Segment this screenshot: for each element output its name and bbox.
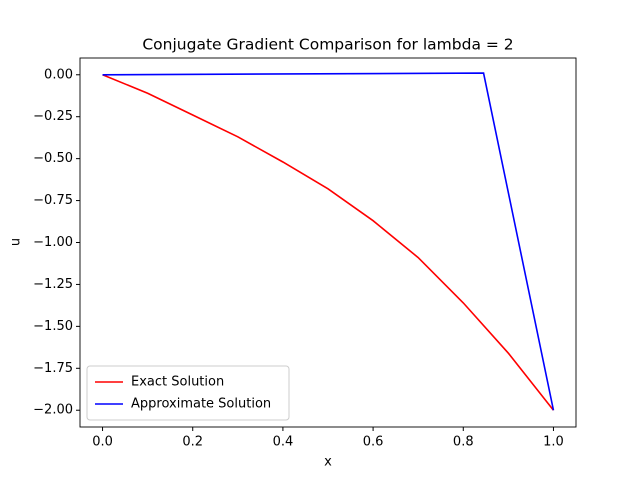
- legend-box: [86, 365, 290, 421]
- x-tick-label: 0.2: [182, 435, 203, 450]
- plot-frame: [79, 57, 577, 428]
- y-tick-label: −0.50: [33, 151, 73, 166]
- chart-title: Conjugate Gradient Comparison for lambda…: [142, 36, 513, 54]
- y-tick-label: −0.25: [33, 109, 73, 124]
- line-series: [102, 74, 555, 411]
- x-tick-label: 0.8: [453, 435, 474, 450]
- x-tick-label: 0.0: [92, 435, 113, 450]
- y-tick-label: −1.00: [33, 235, 73, 250]
- x-axis-label: x: [324, 455, 332, 470]
- y-tick-label: −2.00: [33, 403, 73, 418]
- x-tick-label: 1.0: [543, 435, 564, 450]
- y-tick-label: 0.00: [44, 67, 73, 82]
- y-tick-label: −1.50: [33, 319, 73, 334]
- y-axis-label: u: [9, 238, 24, 246]
- legend-label: Exact Solution: [131, 375, 224, 390]
- y-tick-label: −1.75: [33, 361, 73, 376]
- legend-label: Approximate Solution: [131, 397, 271, 412]
- x-tick-label: 0.6: [363, 435, 384, 450]
- x-tick-label: 0.4: [273, 435, 294, 450]
- y-tick-label: −1.25: [33, 277, 73, 292]
- y-tick-label: −0.75: [33, 193, 73, 208]
- line-series: [102, 72, 555, 411]
